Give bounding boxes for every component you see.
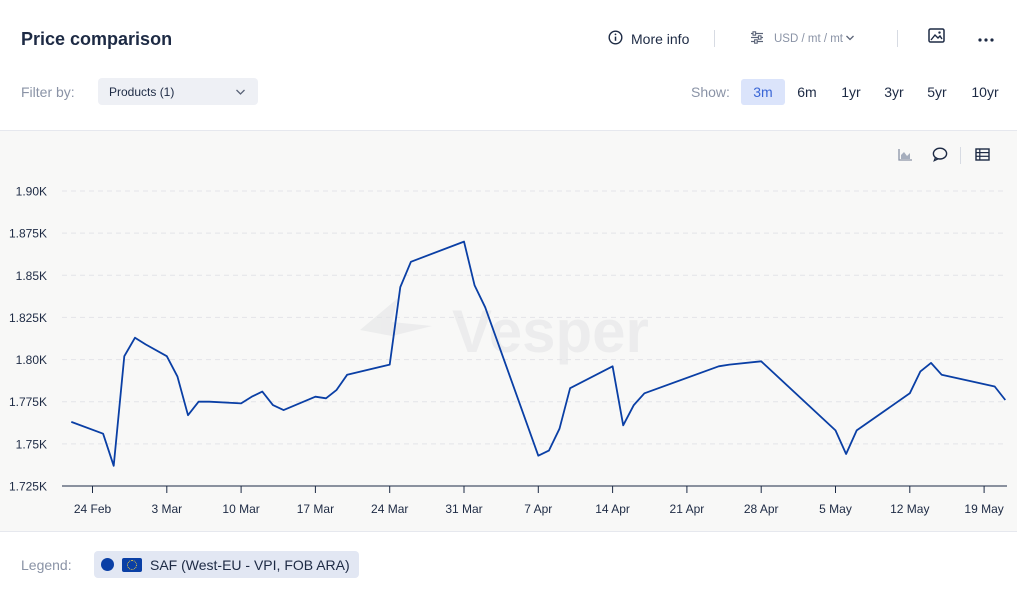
x-tick-label: 3 Mar xyxy=(151,502,182,516)
x-tick-label: 12 May xyxy=(890,502,929,516)
more-dots-icon xyxy=(978,29,994,47)
x-tick-label: 24 Feb xyxy=(74,502,112,516)
chevron-down-icon xyxy=(235,85,246,99)
image-download-button[interactable] xyxy=(926,28,946,48)
more-options-button[interactable] xyxy=(975,29,997,47)
x-tick-label: 5 May xyxy=(819,502,852,516)
y-tick-label: 1.775K xyxy=(9,395,47,409)
x-tick-label: 31 Mar xyxy=(445,502,482,516)
y-tick-label: 1.85K xyxy=(16,269,47,283)
divider xyxy=(960,147,961,164)
products-filter-value: Products (1) xyxy=(109,84,175,99)
more-info-label: More info xyxy=(631,31,690,47)
chart-type-button[interactable] xyxy=(896,149,914,165)
x-tick-label: 19 May xyxy=(964,502,1003,516)
info-icon xyxy=(608,30,623,48)
eu-flag-icon xyxy=(122,557,142,572)
series-color-dot xyxy=(101,558,114,571)
range-5yr-button[interactable]: 5yr xyxy=(927,84,947,100)
chevron-down-icon xyxy=(845,33,855,45)
legend-label: Legend: xyxy=(21,557,72,573)
series-line-saf xyxy=(70,240,1007,467)
y-tick-label: 1.875K xyxy=(9,227,47,241)
sliders-icon xyxy=(750,31,764,47)
range-3m-button[interactable]: 3m xyxy=(741,79,785,105)
chart-header: Price comparison More info USD / mt / mt… xyxy=(0,0,1017,131)
x-tick-label: 7 Apr xyxy=(524,502,552,516)
y-tick-label: 1.75K xyxy=(16,437,47,451)
x-tick-label: 17 Mar xyxy=(297,502,334,516)
watermark-text: Vesper xyxy=(452,298,649,365)
legend-item-saf[interactable]: SAF (West-EU - VPI, FOB ARA) xyxy=(94,551,359,578)
y-tick-label: 1.90K xyxy=(16,185,47,199)
image-download-icon xyxy=(927,28,945,48)
page-title: Price comparison xyxy=(21,29,173,49)
legend-item-label: SAF (West-EU - VPI, FOB ARA) xyxy=(150,556,350,573)
unit-select[interactable]: USD / mt / mt xyxy=(750,30,855,48)
table-view-button[interactable] xyxy=(973,148,991,166)
range-10yr-button[interactable]: 10yr xyxy=(971,84,999,100)
filter-label: Filter by: xyxy=(21,84,75,100)
x-tick-label: 21 Apr xyxy=(670,502,705,516)
more-info-button[interactable]: More info xyxy=(608,29,689,49)
unit-label: USD / mt / mt xyxy=(774,33,843,45)
table-icon xyxy=(974,148,990,166)
y-tick-label: 1.80K xyxy=(16,353,47,367)
range-3yr-button[interactable]: 3yr xyxy=(884,84,904,100)
divider xyxy=(897,30,898,47)
range-1yr-button[interactable]: 1yr xyxy=(841,84,861,100)
x-tick-label: 28 Apr xyxy=(744,502,779,516)
watermark-logo: Vesper xyxy=(360,298,649,365)
chart-area xyxy=(0,131,1017,531)
x-tick-label: 24 Mar xyxy=(371,502,408,516)
show-label: Show: xyxy=(691,84,730,100)
divider xyxy=(714,30,715,47)
range-6m-button[interactable]: 6m xyxy=(797,84,817,100)
y-tick-label: 1.825K xyxy=(9,311,47,325)
area-chart-icon xyxy=(897,148,913,166)
legend-bar: Legend: SAF (West-EU - VPI, FOB ARA) xyxy=(0,531,1017,597)
comments-button[interactable] xyxy=(931,147,949,167)
y-tick-label: 1.725K xyxy=(9,480,47,494)
products-filter-select[interactable]: Products (1) xyxy=(98,78,258,105)
x-tick-label: 14 Apr xyxy=(595,502,630,516)
x-tick-label: 10 Mar xyxy=(222,502,259,516)
watermark-mark xyxy=(360,298,432,336)
comment-icon xyxy=(932,147,948,167)
